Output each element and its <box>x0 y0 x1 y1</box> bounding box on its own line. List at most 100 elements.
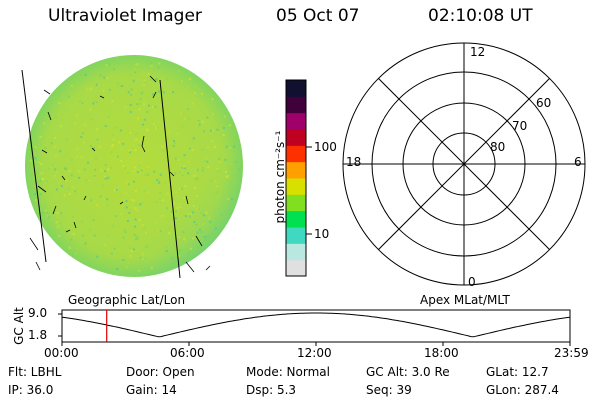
speckle <box>150 266 153 269</box>
speckle <box>137 117 140 120</box>
speckle <box>39 135 42 138</box>
speckle <box>110 166 113 169</box>
speckle <box>78 100 81 103</box>
speckle <box>197 238 200 240</box>
speckle <box>127 171 130 174</box>
speckle <box>170 211 173 213</box>
speckle <box>147 173 150 176</box>
speckle <box>202 120 204 123</box>
colorbar-segment <box>286 96 306 114</box>
speckle <box>182 145 185 148</box>
speckle <box>66 161 69 164</box>
strip-xtick: 00:00 <box>44 346 79 360</box>
polar-plot <box>342 42 586 286</box>
speckle <box>97 173 100 176</box>
speckle <box>155 221 158 224</box>
speckle <box>38 161 41 164</box>
speckle <box>75 114 78 117</box>
speckle <box>70 84 73 87</box>
speckle <box>158 181 161 184</box>
speckle <box>157 66 160 69</box>
speckle <box>206 160 209 163</box>
speckle <box>187 160 190 163</box>
speckle <box>124 191 127 194</box>
speckle <box>161 145 164 148</box>
speckle <box>54 174 56 177</box>
speckle <box>81 144 84 147</box>
speckle <box>161 199 164 202</box>
speckle <box>133 166 136 169</box>
speckle <box>105 64 108 67</box>
speckle <box>166 207 169 210</box>
speckle <box>93 234 96 237</box>
speckle <box>45 179 48 182</box>
speckle <box>89 73 92 76</box>
speckle <box>214 180 217 183</box>
speckle <box>104 175 106 178</box>
speckle <box>156 126 159 129</box>
speckle <box>144 79 147 82</box>
speckle <box>219 160 222 163</box>
speckle <box>164 182 167 185</box>
strip-left-title: Geographic Lat/Lon <box>68 293 186 307</box>
speckle <box>222 126 225 129</box>
speckle <box>137 144 140 147</box>
speckle <box>68 169 71 172</box>
speckle <box>190 212 193 215</box>
speckle <box>90 118 93 121</box>
speckle <box>155 126 158 129</box>
lat-label-80: 80 <box>490 140 506 154</box>
speckle <box>140 169 143 172</box>
speckle <box>176 206 179 209</box>
speckle <box>92 102 95 105</box>
colorbar-unit-label: photon cm⁻²s⁻¹ <box>273 130 287 224</box>
mlt-label-18: 18 <box>346 155 362 169</box>
speckle <box>81 130 84 133</box>
status-gain: Gain: 14 <box>126 383 177 397</box>
speckle <box>212 112 215 115</box>
speckle <box>192 237 195 240</box>
speckle <box>216 128 219 131</box>
speckle <box>208 158 211 161</box>
speckle <box>98 146 101 148</box>
speckle <box>139 203 142 206</box>
speckle <box>203 214 206 217</box>
speckle <box>139 256 142 259</box>
speckle <box>84 242 87 245</box>
speckle <box>95 157 97 160</box>
speckle <box>64 167 67 170</box>
speckle <box>136 209 138 212</box>
speckle <box>134 68 137 71</box>
speckle <box>150 64 153 67</box>
speckle <box>59 150 62 153</box>
status-filter: Flt: LBHL <box>8 365 62 379</box>
speckle <box>183 73 186 76</box>
speckle <box>148 231 151 234</box>
speckle <box>146 191 149 194</box>
speckle <box>58 235 61 237</box>
speckle <box>175 191 178 194</box>
speckle <box>179 112 182 115</box>
longitude-line <box>159 79 181 279</box>
speckle <box>189 215 191 218</box>
status-glat: GLat: 12.7 <box>486 365 549 379</box>
speckle <box>183 197 186 200</box>
speckle <box>115 215 118 218</box>
speckle <box>80 155 83 158</box>
colorbar-segment <box>286 210 306 228</box>
instrument-title: Ultraviolet Imager <box>48 6 202 26</box>
speckle <box>63 194 66 197</box>
speckle <box>100 169 103 172</box>
speckle <box>152 165 155 168</box>
speckle <box>188 252 191 255</box>
speckle <box>194 91 196 94</box>
speckle <box>72 233 75 235</box>
speckle <box>113 68 116 71</box>
speckle <box>237 168 240 171</box>
speckle <box>108 62 111 65</box>
speckle <box>70 238 73 241</box>
speckle <box>81 81 84 84</box>
speckle <box>207 218 210 221</box>
speckle <box>90 199 93 202</box>
speckle <box>139 102 142 105</box>
